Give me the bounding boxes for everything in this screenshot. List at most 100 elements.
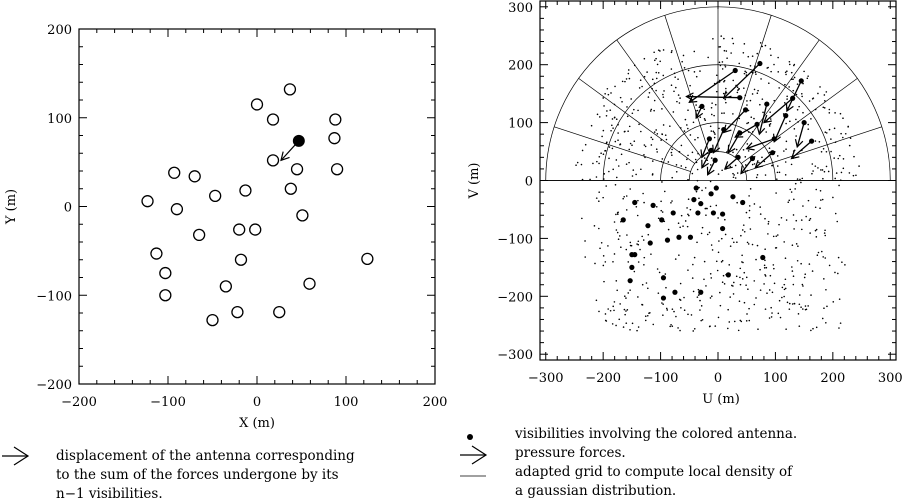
uv-dot — [712, 130, 715, 133]
uv-dot — [608, 146, 611, 148]
uv-dot — [663, 190, 666, 193]
uv-dot — [661, 108, 663, 110]
uv-dot — [739, 319, 742, 322]
uv-dot — [834, 212, 837, 215]
uv-dot — [761, 98, 764, 100]
uv-dot — [758, 161, 760, 164]
uv-dot — [694, 158, 697, 161]
uv-dot — [786, 95, 788, 98]
uv-dot — [790, 163, 793, 166]
uv-dot — [848, 144, 851, 147]
uv-dot — [847, 126, 849, 128]
uv-dot — [744, 164, 747, 166]
uv-coverage-chart: −300 −200 −100 0 100 200 300 −300 −200 −100 0 100 20… — [467, 0, 903, 407]
uv-dot — [759, 213, 762, 215]
uv-dot — [783, 241, 785, 243]
uv-dot — [784, 161, 787, 163]
uv-dot — [719, 64, 722, 67]
uv-dot — [837, 256, 840, 259]
uv-dot — [699, 70, 701, 72]
uv-dot — [776, 155, 779, 157]
uv-dot — [725, 101, 727, 104]
uv-dot — [769, 274, 772, 277]
right-y-tick-label: −200 — [497, 290, 533, 305]
uv-dot — [697, 152, 699, 155]
uv-dot — [647, 233, 650, 236]
uv-dot — [777, 312, 780, 315]
uv-dot — [709, 180, 712, 183]
uv-dot — [603, 105, 605, 107]
uv-dot — [670, 151, 673, 154]
uv-dot — [670, 323, 672, 326]
uv-dot — [699, 116, 702, 119]
colored-visibility-point — [620, 217, 626, 223]
legend-right-dot-text: visibilities involving the colored anten… — [515, 426, 798, 442]
uv-dot — [833, 127, 836, 130]
uv-dot — [832, 301, 835, 303]
uv-dot — [771, 291, 774, 294]
uv-dot — [745, 211, 748, 214]
uv-dot — [693, 50, 696, 53]
uv-dot — [662, 74, 665, 77]
legend-right-arrow-icon — [460, 445, 488, 465]
uv-dot — [724, 64, 726, 66]
uv-dot — [707, 56, 709, 59]
legend-left-text: displacement of the antenna correspondin… — [56, 447, 355, 504]
uv-dot — [721, 61, 724, 63]
displacement-arrow — [280, 140, 300, 161]
uv-dot — [689, 84, 691, 87]
colored-visibility-point — [660, 275, 667, 281]
uv-dot — [802, 308, 804, 310]
uv-dot — [604, 261, 607, 263]
uv-dot — [655, 71, 658, 74]
uv-dot — [686, 207, 688, 209]
uv-dot — [791, 244, 794, 247]
uv-dot — [784, 278, 787, 281]
uv-dot — [732, 151, 734, 154]
uv-dot — [824, 131, 827, 134]
uv-dot — [604, 313, 607, 315]
uv-dot — [705, 285, 707, 287]
pressure-force-arrow-head — [727, 144, 736, 154]
uv-dot — [664, 134, 667, 136]
uv-dot — [624, 80, 626, 83]
uv-dot — [581, 217, 583, 220]
uv-dot — [691, 172, 694, 175]
adapted-grid-spoke — [745, 126, 882, 172]
uv-dot — [809, 217, 812, 220]
left-x-tick-label: −100 — [150, 395, 186, 410]
uv-dot — [770, 70, 772, 73]
uv-dot — [653, 99, 656, 102]
uv-dot — [721, 169, 723, 172]
left-y-tick-label: −100 — [36, 289, 72, 304]
pressure-force-arrow-head — [734, 129, 744, 138]
uv-dot — [662, 303, 664, 305]
colored-visibility-point — [627, 278, 633, 284]
uv-dot — [748, 131, 750, 133]
uv-dot — [589, 178, 591, 181]
colored-visibility-point — [691, 197, 697, 203]
uv-dot — [776, 234, 779, 236]
uv-dot — [726, 57, 728, 59]
pressure-force-arrow — [712, 129, 725, 153]
uv-dot — [771, 164, 773, 167]
uv-dot — [788, 63, 791, 66]
uv-dot — [784, 83, 786, 86]
pressure-force-arrow-head — [790, 150, 800, 160]
right-arrows — [685, 63, 813, 176]
uv-dot — [580, 163, 583, 166]
uv-dot — [823, 278, 825, 280]
uv-dot — [768, 147, 771, 150]
uv-dot — [627, 261, 630, 263]
uv-dot — [706, 233, 709, 236]
uv-dot — [700, 319, 702, 322]
uv-dot — [808, 219, 811, 222]
pressure-force-arrow — [701, 150, 712, 169]
uv-dot — [719, 291, 721, 294]
uv-dot — [683, 130, 686, 132]
colored-visibility-point — [698, 289, 704, 295]
uv-dot — [628, 77, 631, 80]
uv-dot — [828, 108, 831, 111]
uv-dot — [709, 125, 712, 128]
uv-dot — [796, 109, 799, 111]
